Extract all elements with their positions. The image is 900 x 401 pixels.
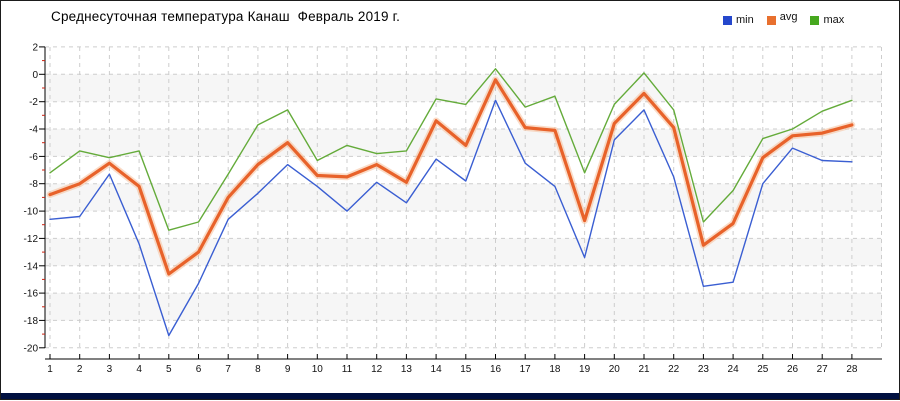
x-tick-label: 12 (371, 364, 383, 375)
x-tick-label: 16 (490, 364, 502, 375)
y-tick-label: -20 (24, 343, 39, 354)
legend-label-avg: avg (779, 11, 798, 23)
legend-swatch-avg-icon (766, 15, 776, 25)
series-avg-line (48, 78, 854, 276)
x-tick-label: 7 (225, 364, 231, 375)
legend-label-max: max (823, 14, 845, 26)
legend-swatch-max-icon (810, 15, 820, 25)
plot-band (45, 74, 882, 102)
x-tick-label: 4 (136, 364, 142, 375)
x-tick-label: 1 (47, 364, 53, 375)
legend-swatch-min-icon (723, 15, 732, 25)
y-tick-label: -18 (24, 316, 39, 327)
y-tick-label: -6 (29, 152, 38, 163)
x-tick-label: 10 (312, 364, 324, 375)
x-tick-label: 15 (460, 364, 472, 375)
legend-item-max[interactable]: max (810, 14, 844, 26)
x-tick-label: 6 (196, 364, 202, 375)
plot-band (45, 238, 882, 266)
x-tick-label: 11 (342, 364, 353, 375)
x-tick-label: 5 (166, 364, 172, 375)
x-tick-label: 18 (549, 364, 561, 375)
x-tick-label: 8 (255, 364, 261, 375)
y-tick-label: 0 (32, 70, 38, 81)
legend-item-avg[interactable]: avg (766, 11, 798, 26)
y-tick-label: -16 (24, 289, 39, 300)
legend: min avg max (723, 11, 844, 26)
x-tick-label: 20 (609, 364, 621, 375)
x-tick-label: 2 (77, 364, 83, 375)
y-tick-label: 2 (32, 42, 38, 53)
footer-bar (1, 393, 899, 399)
x-tick-label: 25 (757, 364, 769, 375)
y-tick-label: -2 (29, 97, 38, 108)
x-tick-label: 27 (817, 364, 829, 375)
x-tick-label: 9 (285, 364, 291, 375)
x-tick-label: 13 (401, 364, 413, 375)
x-tick-label: 3 (107, 364, 113, 375)
y-tick-label: -10 (24, 207, 39, 218)
x-tick-label: 26 (787, 364, 799, 375)
chart-title: Среднесуточная температура Канаш Февраль… (51, 9, 401, 24)
x-tick-label: 17 (520, 364, 532, 375)
x-tick-label: 21 (638, 364, 650, 375)
plot-band (45, 293, 882, 321)
y-tick-label: -4 (29, 125, 38, 136)
x-tick-label: 19 (579, 364, 591, 375)
legend-label-min: min (736, 14, 754, 26)
y-tick-label: -14 (24, 261, 39, 272)
y-tick-label: -12 (24, 234, 39, 245)
series-max-line (49, 68, 853, 231)
series-min-line (49, 99, 853, 337)
x-tick-label: 14 (431, 364, 443, 375)
y-tick-label: -8 (29, 179, 38, 190)
x-tick-label: 22 (668, 364, 680, 375)
legend-item-min[interactable]: min (723, 14, 754, 26)
x-tick-label: 23 (698, 364, 710, 375)
x-tick-label: 28 (846, 364, 858, 375)
x-tick-label: 24 (728, 364, 740, 375)
